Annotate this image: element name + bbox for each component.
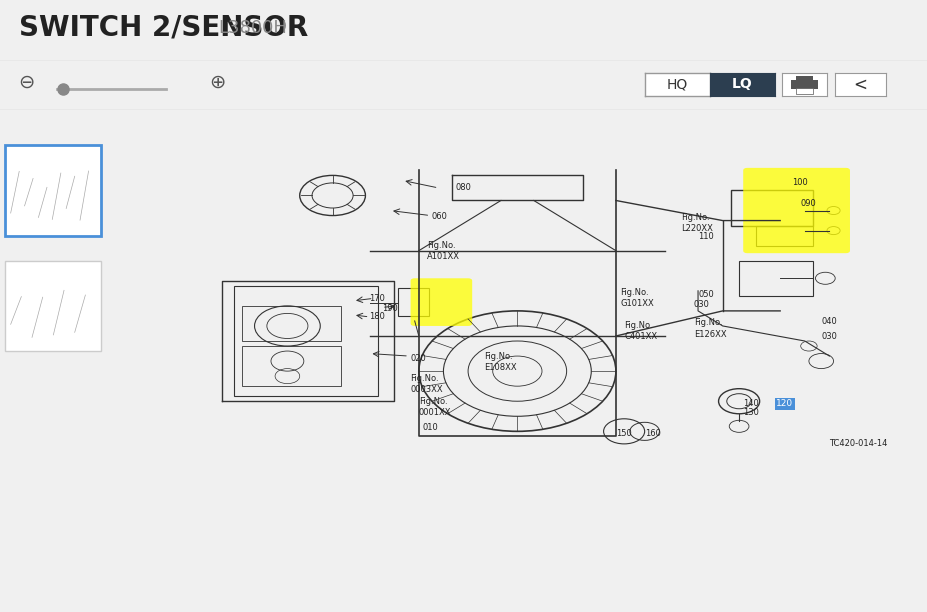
Text: Fig.No.
0001XX: Fig.No. 0001XX: [418, 397, 451, 417]
Text: 080: 080: [455, 184, 471, 192]
Text: L3800H: L3800H: [218, 18, 286, 37]
Text: SWITCH 2/SENSOR: SWITCH 2/SENSOR: [19, 13, 308, 42]
Text: ⊕: ⊕: [209, 73, 225, 92]
Text: 170: 170: [369, 294, 385, 303]
Bar: [738, 261, 812, 296]
Bar: [242, 306, 340, 341]
FancyBboxPatch shape: [410, 278, 472, 326]
FancyBboxPatch shape: [6, 261, 101, 351]
Text: Fig.No.
C401XX: Fig.No. C401XX: [624, 321, 656, 341]
Text: TC420-014-14: TC420-014-14: [829, 439, 887, 449]
Bar: [242, 346, 340, 386]
FancyBboxPatch shape: [743, 168, 849, 253]
Text: 130: 130: [743, 408, 758, 417]
Text: Fig.No.
G101XX: Fig.No. G101XX: [619, 288, 653, 308]
Text: 040: 040: [820, 318, 836, 326]
Text: ⊖: ⊖: [19, 73, 35, 92]
Text: 030: 030: [820, 332, 836, 341]
Bar: [398, 288, 429, 316]
Text: 110: 110: [697, 232, 713, 241]
Bar: [791, 80, 817, 89]
FancyBboxPatch shape: [6, 145, 101, 236]
Text: 090: 090: [800, 198, 816, 207]
Text: Fig.No.
A101XX: Fig.No. A101XX: [426, 241, 460, 261]
Bar: [794, 88, 813, 94]
Text: Fig.No.
L220XX: Fig.No. L220XX: [680, 213, 713, 233]
Text: 050: 050: [697, 290, 713, 299]
Bar: [234, 286, 377, 396]
Text: Fig.No.
E108XX: Fig.No. E108XX: [484, 352, 516, 372]
Text: Fig.No.
E126XX: Fig.No. E126XX: [693, 318, 726, 338]
Text: 160: 160: [644, 430, 660, 438]
Bar: [730, 190, 812, 226]
Text: 020: 020: [410, 354, 425, 363]
Text: 060: 060: [431, 212, 447, 221]
Text: 120: 120: [775, 399, 793, 408]
Text: 140: 140: [743, 399, 758, 408]
Text: 180: 180: [369, 312, 385, 321]
Bar: [755, 226, 812, 245]
Text: 190: 190: [381, 304, 397, 313]
Text: LQ: LQ: [731, 78, 752, 91]
Text: Fig.No.
0003XX: Fig.No. 0003XX: [410, 373, 443, 394]
Text: 150: 150: [616, 430, 631, 438]
Text: <: <: [853, 75, 867, 94]
Text: 030: 030: [693, 300, 709, 310]
Text: 100: 100: [792, 179, 807, 187]
Bar: [794, 76, 813, 81]
Text: 010: 010: [423, 423, 438, 432]
Text: HQ: HQ: [667, 78, 687, 91]
